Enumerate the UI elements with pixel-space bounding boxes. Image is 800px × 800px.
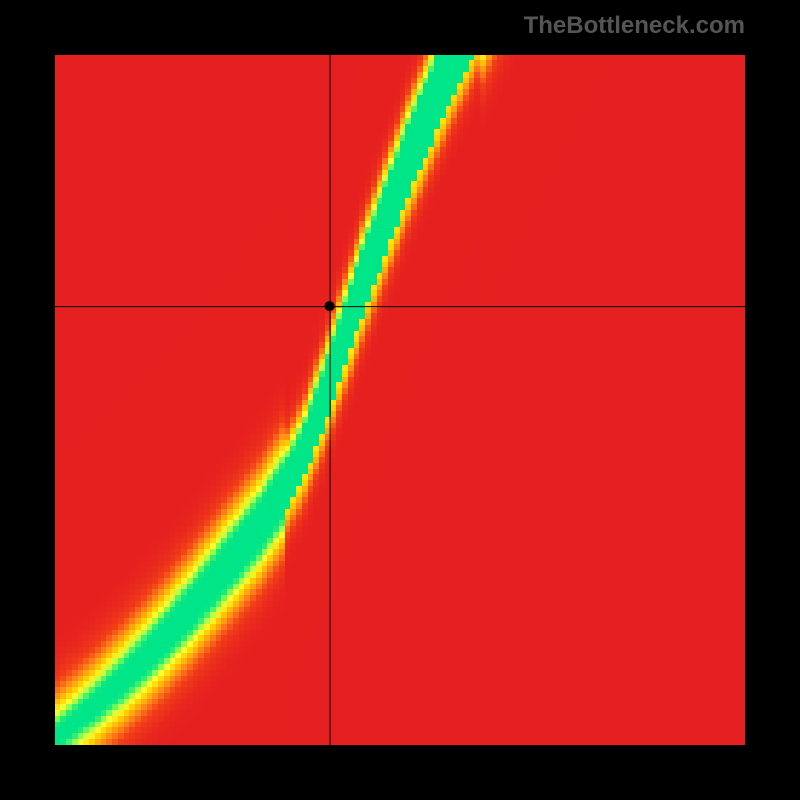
- bottleneck-heatmap: [55, 55, 745, 745]
- watermark-text: TheBottleneck.com: [524, 12, 745, 40]
